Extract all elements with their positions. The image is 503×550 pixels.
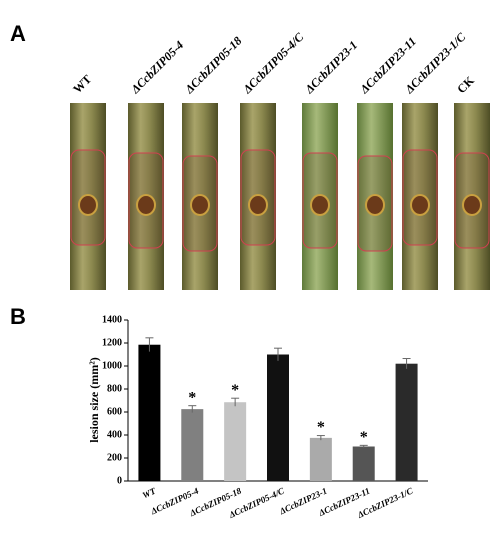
lesion [78, 194, 98, 216]
significance: * [360, 429, 368, 446]
lesion [365, 194, 385, 216]
panel-label: A [10, 21, 26, 46]
column-label: ΔCcbZIP23-1 [301, 38, 360, 97]
lesion [248, 194, 268, 216]
y-tick-label: 1000 [102, 360, 122, 371]
y-tick-label: 0 [117, 475, 122, 486]
error-bar [359, 444, 368, 448]
error-bar [231, 397, 240, 407]
bar [181, 409, 204, 481]
bar [395, 363, 418, 481]
bar [352, 446, 375, 481]
significance: * [188, 389, 196, 406]
y-tick-label: 1400 [102, 314, 122, 325]
error-bar [274, 347, 282, 361]
y-tick-label: 200 [107, 452, 122, 463]
bar [138, 344, 161, 481]
lesion [190, 194, 210, 216]
column-label: WT [70, 72, 94, 96]
error-bar [145, 337, 154, 352]
lesion [136, 194, 156, 216]
column-label: ΔCcbZIP05-4 [127, 38, 186, 97]
y-tick-label: 800 [107, 383, 122, 394]
column-label: CK [454, 73, 477, 96]
bar [267, 354, 289, 481]
significance: * [231, 382, 239, 399]
error-bar [402, 358, 411, 369]
error-bar [316, 435, 325, 441]
panel-label: B [10, 304, 26, 329]
lesion [310, 194, 330, 216]
photo: WT ΔCcbZIP05-4ΔCcbZIP05-18ΔCcbZIP05-4/CΔC… [70, 29, 490, 290]
lesion [462, 194, 482, 216]
y-tick-label: 1200 [102, 337, 122, 348]
bar [224, 402, 247, 481]
x-tick-label: WT [141, 485, 158, 500]
column-label: ΔCcbZIP05-18 [181, 34, 244, 97]
column-label: ΔCcbZIP05-4/C [239, 29, 307, 97]
error-bar [188, 405, 197, 413]
significance: * [317, 419, 325, 436]
bar [309, 437, 332, 481]
chart: lesion size (mm²) 0 200 400 600 800 1000 1200 1… [87, 314, 428, 520]
y-tick-label: 400 [107, 429, 122, 440]
y-axis-label: lesion size (mm²) [87, 357, 101, 443]
y-tick-label: 600 [107, 406, 122, 417]
lesion [410, 194, 430, 216]
